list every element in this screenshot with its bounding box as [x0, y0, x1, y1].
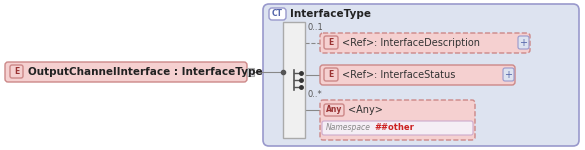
FancyBboxPatch shape	[320, 33, 530, 53]
Bar	[247, 68, 254, 76]
FancyBboxPatch shape	[518, 36, 529, 49]
FancyBboxPatch shape	[10, 65, 23, 78]
FancyBboxPatch shape	[5, 62, 247, 82]
Text: Any: Any	[326, 105, 342, 114]
FancyBboxPatch shape	[324, 104, 344, 116]
Text: <Any>: <Any>	[348, 105, 383, 115]
Text: InterfaceType: InterfaceType	[290, 9, 371, 19]
Text: <Ref>: <Ref>	[342, 70, 374, 80]
Text: E: E	[328, 38, 333, 47]
FancyBboxPatch shape	[503, 68, 514, 81]
FancyBboxPatch shape	[324, 68, 338, 81]
Text: Namespace: Namespace	[326, 123, 371, 132]
Text: <Ref>: <Ref>	[342, 38, 374, 48]
Text: CT: CT	[272, 9, 283, 18]
Text: ##other: ##other	[374, 123, 414, 132]
Text: OutputChannelInterface : InterfaceType: OutputChannelInterface : InterfaceType	[28, 67, 263, 77]
Text: E: E	[328, 70, 333, 79]
Text: +: +	[519, 38, 528, 48]
Text: : InterfaceStatus: : InterfaceStatus	[374, 70, 455, 80]
FancyBboxPatch shape	[320, 100, 475, 140]
Text: E: E	[14, 67, 19, 76]
Text: 0..1: 0..1	[308, 23, 324, 32]
FancyBboxPatch shape	[263, 4, 579, 146]
FancyBboxPatch shape	[324, 36, 338, 49]
FancyBboxPatch shape	[322, 121, 473, 135]
Text: 0..*: 0..*	[308, 90, 323, 99]
FancyBboxPatch shape	[269, 8, 286, 20]
Text: : InterfaceDescription: : InterfaceDescription	[374, 38, 480, 48]
Text: +: +	[504, 69, 512, 80]
FancyBboxPatch shape	[320, 65, 515, 85]
Bar	[283, 22, 305, 138]
